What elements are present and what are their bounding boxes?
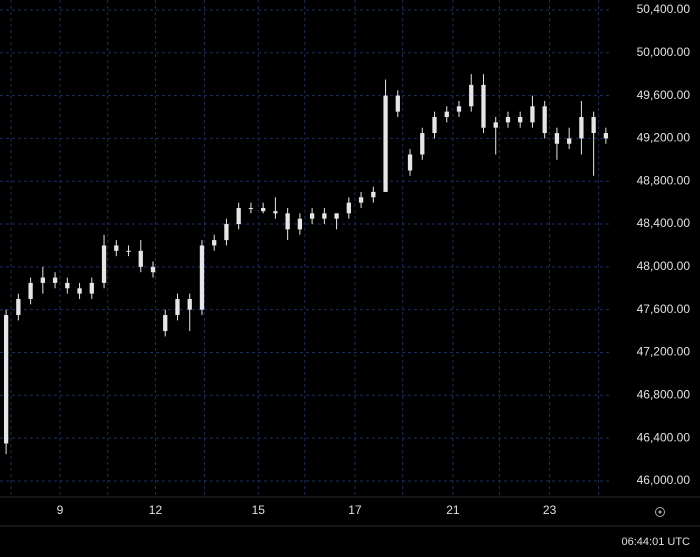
- candle-body: [444, 111, 449, 117]
- y-tick-label: 48,000.00: [637, 259, 691, 273]
- candle-body: [89, 282, 94, 294]
- candle-body: [554, 133, 560, 144]
- candle-body: [114, 245, 119, 251]
- x-tick-label: 21: [446, 503, 460, 517]
- candle-body: [138, 250, 143, 267]
- y-tick-label: 48,400.00: [637, 216, 691, 230]
- candle-body: [65, 282, 70, 289]
- candle-body: [16, 298, 21, 316]
- candle-body: [579, 116, 584, 139]
- settings-icon[interactable]: [655, 507, 665, 517]
- candle-body: [101, 245, 107, 283]
- candle-body: [371, 191, 376, 198]
- candle-body: [420, 133, 425, 155]
- candle-body: [77, 288, 82, 294]
- time-label: 06:44:01 UTC: [622, 536, 691, 548]
- y-tick-label: 46,000.00: [637, 473, 691, 487]
- candle-body: [261, 207, 266, 212]
- x-tick-label: 12: [149, 503, 163, 517]
- candle-body: [273, 211, 278, 214]
- candle-body: [236, 207, 241, 225]
- candle-body: [334, 213, 339, 219]
- candle-body: [163, 315, 168, 332]
- x-tick-label: 17: [348, 503, 362, 517]
- y-tick-label: 46,400.00: [637, 430, 691, 444]
- candle-body: [530, 106, 535, 123]
- candle-body: [481, 84, 486, 128]
- candle-body: [456, 106, 462, 112]
- candle-body: [187, 298, 192, 310]
- candle-body: [395, 95, 400, 112]
- candle-body: [469, 84, 474, 107]
- y-tick-label: 50,000.00: [637, 45, 691, 59]
- candle-body: [542, 106, 547, 134]
- candle-body: [322, 213, 327, 219]
- y-tick-label: 49,600.00: [637, 88, 691, 102]
- candle-body: [591, 116, 596, 134]
- candle-body: [40, 277, 45, 283]
- y-tick-label: 48,800.00: [637, 173, 691, 187]
- candle-body: [567, 138, 572, 144]
- candle-body: [150, 266, 156, 273]
- candle-body: [28, 282, 33, 299]
- candle-body: [518, 116, 523, 123]
- candle-body: [212, 240, 217, 246]
- candle-body: [248, 207, 254, 209]
- candle-body: [3, 315, 9, 444]
- x-tick-label: 15: [252, 503, 266, 517]
- candle-body: [199, 245, 205, 310]
- y-tick-label: 47,200.00: [637, 345, 691, 359]
- y-tick-label: 49,200.00: [637, 131, 691, 145]
- x-tick-label: 23: [543, 503, 557, 517]
- x-tick-label: 9: [57, 503, 64, 517]
- candle-body: [383, 95, 388, 192]
- candle-body: [175, 298, 180, 316]
- candle-body: [432, 116, 437, 134]
- candle-body: [297, 218, 303, 230]
- candle-body: [407, 154, 413, 171]
- settings-icon-dot: [658, 510, 662, 514]
- candle-body: [224, 224, 229, 241]
- candle-body: [493, 122, 498, 128]
- candle-body: [309, 213, 315, 219]
- y-tick-label: 47,600.00: [637, 302, 691, 316]
- y-tick-label: 50,400.00: [637, 2, 691, 16]
- y-tick-label: 46,800.00: [637, 387, 691, 401]
- candle-body: [505, 116, 511, 123]
- candle-body: [52, 277, 58, 283]
- candle-body: [285, 213, 290, 230]
- candle-body: [126, 250, 131, 252]
- candle-body: [346, 202, 351, 214]
- candle-body: [358, 197, 364, 203]
- candle-body: [603, 133, 609, 139]
